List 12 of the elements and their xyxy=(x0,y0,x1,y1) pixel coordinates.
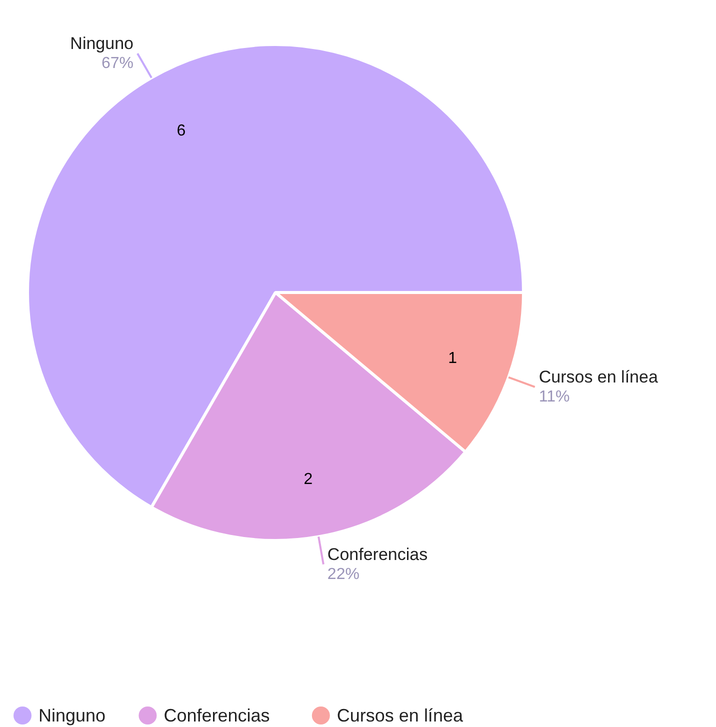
text: 67% xyxy=(101,54,134,72)
text: 22% xyxy=(327,566,360,583)
text: 11% xyxy=(538,388,570,406)
legend-label: Ninguno xyxy=(38,706,106,726)
data-label: 2 xyxy=(304,471,313,488)
legend-label: Cursos en línea xyxy=(336,706,464,726)
data-label: 6 xyxy=(176,122,186,140)
data-label: 1 xyxy=(448,350,458,367)
slice-label: Conferencias xyxy=(327,544,428,564)
legend-label: Conferencias xyxy=(164,706,270,726)
slice-label: Ninguno xyxy=(70,34,134,53)
slice-label: Cursos en línea xyxy=(538,367,658,386)
